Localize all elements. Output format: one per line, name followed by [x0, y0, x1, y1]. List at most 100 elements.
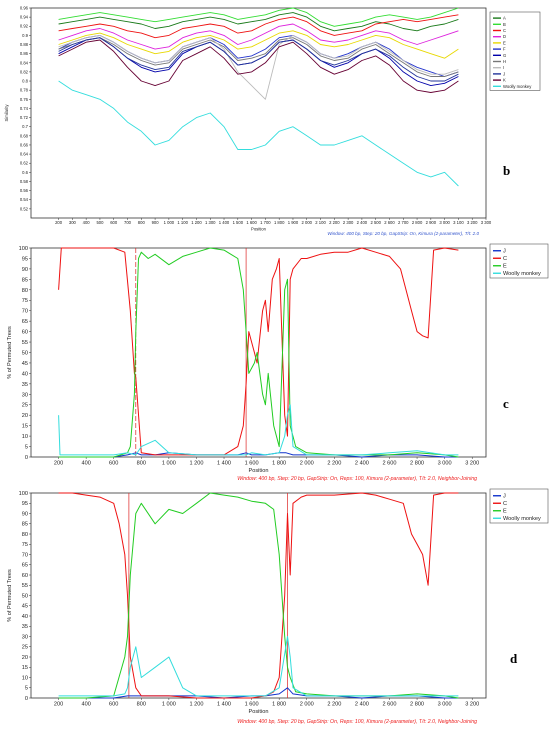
- y-tick-label: 90: [22, 511, 28, 517]
- y-tick-label: 75: [22, 298, 28, 304]
- y-tick-label: 65: [22, 563, 28, 569]
- y-tick-label: 10: [22, 434, 28, 440]
- series-line-woolly-monkey: [58, 636, 459, 697]
- legend-box: [489, 243, 549, 279]
- y-tick-label: 5: [25, 445, 28, 451]
- y-tick-label: 0.56: [20, 188, 29, 193]
- y-tick-label: 0.76: [20, 97, 29, 102]
- y-tick-label: 0.9: [22, 33, 28, 38]
- series-line-i: [58, 34, 459, 100]
- y-tick-label: 0.7: [22, 124, 28, 129]
- y-axis-label: % of Permuted Trees: [7, 326, 13, 379]
- x-tick-label: 800: [137, 702, 146, 708]
- bootscan-chart-c: 0 5 10 15 20 25 30 35 40 45 50 55 60 65 70 75 80 85 90 95 10…: [7, 243, 549, 482]
- x-tick-label: 400: [81, 461, 90, 467]
- series-line-j: [58, 37, 459, 82]
- x-tick-label: 2 200: [327, 461, 341, 467]
- x-tick-label: 2 000: [300, 702, 314, 708]
- series-line-e: [58, 30, 459, 59]
- x-tick-label: 1 200: [189, 702, 203, 708]
- x-tick-label: 1 600: [246, 220, 257, 225]
- y-tick-label: 0.54: [20, 197, 29, 202]
- legend-label: Woolly monkey: [503, 516, 541, 522]
- y-tick-label: 30: [22, 634, 28, 640]
- legend-label: E: [503, 509, 507, 515]
- series-line-e: [58, 247, 459, 458]
- x-tick-label: 400: [81, 702, 90, 708]
- y-tick-label: 70: [22, 309, 28, 315]
- x-tick-label: 3 300: [481, 220, 492, 225]
- panel-letter-b: b: [503, 163, 511, 178]
- x-tick-label: 200: [54, 461, 63, 467]
- y-tick-label: 100: [19, 246, 28, 252]
- x-tick-label: 3 100: [453, 220, 464, 225]
- y-tick-label: 55: [22, 340, 28, 346]
- y-tick-label: 0.8: [22, 79, 28, 84]
- plot-frame: [30, 492, 487, 699]
- chart-caption: Window: 400 bp, Step: 20 bp, GapStrip: O…: [237, 719, 477, 725]
- y-tick-label: 55: [22, 583, 28, 589]
- y-tick-label: 0.74: [20, 106, 29, 111]
- y-tick-label: 0.82: [20, 69, 29, 74]
- series-line-k: [58, 39, 459, 93]
- x-axis-label: Position: [249, 468, 269, 474]
- x-tick-label: 2 200: [329, 220, 340, 225]
- x-tick-label: 1 000: [162, 702, 176, 708]
- x-tick-label: 2 600: [382, 461, 396, 467]
- x-tick-label: 1 200: [189, 461, 203, 467]
- similarity-plot-panel: 0.52 0.54 0.56 0.58 0.6 0.62 0.64 0.66 0.68 0.7 0.…: [0, 0, 550, 240]
- y-tick-label: 100: [19, 491, 28, 497]
- x-tick-label: 3 000: [438, 461, 452, 467]
- x-tick-label: 2 400: [355, 702, 369, 708]
- similarity-chart: 0.52 0.54 0.56 0.58 0.6 0.62 0.64 0.66 0.68 0.7 0.…: [4, 5, 541, 236]
- y-tick-label: 35: [22, 382, 28, 388]
- bootscan-plot-panel-d: 0 5 10 15 20 25 30 35 40 45 50 55 60 65 70 75 80 85 90 95 10…: [0, 485, 550, 729]
- y-tick-label: 30: [22, 392, 28, 398]
- y-tick-label: 60: [22, 330, 28, 336]
- y-tick-label: 5: [25, 686, 28, 692]
- x-tick-label: 1 400: [217, 702, 231, 708]
- legend-label: C: [503, 501, 507, 507]
- x-axis-label: Position: [251, 226, 267, 231]
- panel-letter-d: d: [510, 651, 518, 666]
- y-tick-label: 40: [22, 371, 28, 377]
- y-tick-label: 0.52: [20, 206, 29, 211]
- y-tick-label: 0.96: [20, 5, 29, 10]
- y-tick-label: 90: [22, 267, 28, 273]
- y-tick-label: 0.72: [20, 115, 29, 120]
- y-tick-label: 95: [22, 256, 28, 262]
- x-tick-label: 1 100: [177, 220, 188, 225]
- y-tick-label: 25: [22, 403, 28, 409]
- y-tick-label: 50: [22, 593, 28, 599]
- legend-label: B: [503, 22, 506, 27]
- y-tick-label: 15: [22, 424, 28, 430]
- y-tick-label: 15: [22, 665, 28, 671]
- x-tick-label: 800: [138, 220, 146, 225]
- y-tick-label: 75: [22, 542, 28, 548]
- y-axis-label: % of Permuted Trees: [7, 569, 13, 622]
- panel-letter-c: c: [503, 396, 509, 411]
- y-tick-label: 0.64: [20, 152, 29, 157]
- series-line-woolly-monkey: [58, 80, 459, 187]
- x-tick-label: 1 600: [245, 702, 259, 708]
- x-tick-label: 1 500: [233, 220, 244, 225]
- x-tick-label: 1 700: [260, 220, 271, 225]
- y-tick-label: 50: [22, 350, 28, 356]
- x-tick-label: 400: [83, 220, 91, 225]
- x-tick-label: 600: [110, 220, 118, 225]
- series-line-c: [58, 14, 459, 39]
- legend-label: G: [503, 53, 506, 58]
- y-tick-label: 0.6: [22, 170, 28, 175]
- bootscan-chart-d: 0 5 10 15 20 25 30 35 40 45 50 55 60 65 70 75 80 85 90 95 10…: [7, 488, 549, 725]
- y-tick-label: 0.84: [20, 60, 29, 65]
- x-tick-label: 3 200: [465, 461, 479, 467]
- y-tick-label: 45: [22, 361, 28, 367]
- x-tick-label: 2 000: [300, 461, 314, 467]
- series-line-c: [58, 492, 459, 699]
- plot-frame: [30, 7, 487, 219]
- y-tick-label: 20: [22, 655, 28, 661]
- y-tick-label: 85: [22, 522, 28, 528]
- x-tick-label: 1 400: [219, 220, 230, 225]
- bootscan-plot-panel-c: 0 5 10 15 20 25 30 35 40 45 50 55 60 65 70 75 80 85 90 95 10…: [0, 240, 550, 485]
- series-line-h: [58, 37, 459, 77]
